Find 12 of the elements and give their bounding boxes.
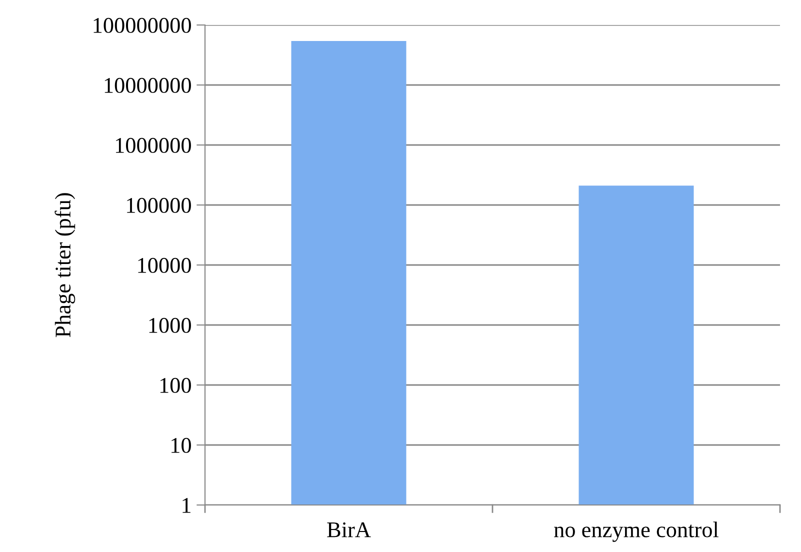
x-tick-label: no enzyme control [554, 522, 718, 542]
y-tick-label: 1 [182, 498, 190, 513]
y-tick-label: 100 [160, 378, 191, 393]
y-axis-title: Phage titer (pfu) [54, 193, 76, 338]
y-tick-label: 100000 [127, 198, 191, 213]
y-tick-label: 100000000 [94, 18, 191, 33]
y-tick-label: 10 [172, 438, 191, 453]
y-tick-label: 10000000 [104, 78, 191, 93]
y-tick-label: 10000 [138, 258, 191, 273]
y-tick-label: 1000000 [116, 138, 191, 153]
y-tick-label: 1000 [149, 318, 191, 333]
x-tick-label: BirA [327, 522, 371, 538]
